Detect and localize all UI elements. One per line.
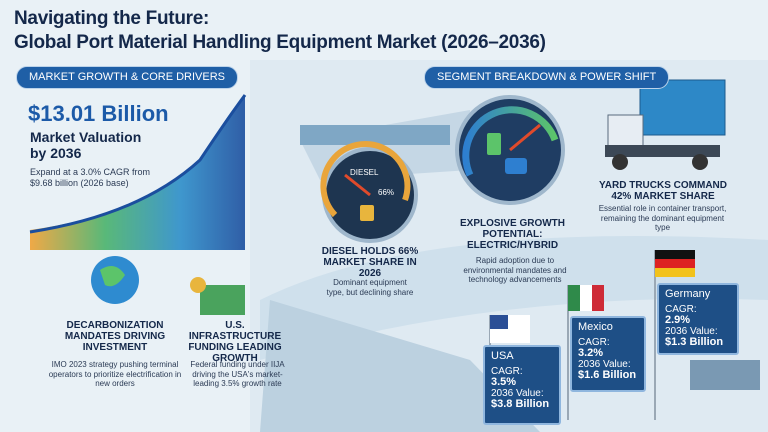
country-board: Mexico CAGR: 3.2% 2036 Value: $1.6 Billi… bbox=[570, 316, 646, 392]
diesel-text: Dominant equipment type, but declining s… bbox=[326, 278, 414, 297]
valuation-label: Market Valuation by 2036 bbox=[30, 129, 142, 161]
country-name: USA bbox=[491, 350, 514, 362]
country-name: Mexico bbox=[578, 321, 613, 333]
title: Navigating the Future: bbox=[14, 8, 210, 29]
cagr-label: CAGR: bbox=[491, 366, 523, 377]
section-header: MARKET GROWTH & CORE DRIVERS bbox=[16, 66, 238, 89]
driver-title: DECARBONIZATION MANDATES DRIVING INVESTM… bbox=[64, 320, 166, 353]
country-name: Germany bbox=[665, 288, 711, 300]
section-header: SEGMENT BREAKDOWN & POWER SHIFT bbox=[424, 66, 670, 89]
valuation-note: Expand at a 3.0% CAGR from $9.68 billion… bbox=[30, 167, 151, 188]
cagr: 3.5% bbox=[491, 376, 517, 388]
cagr-label: CAGR: bbox=[665, 304, 697, 315]
driver-title: U.S. INFRASTRUCTURE FUNDING LEADING GROW… bbox=[188, 320, 282, 364]
cagr-label: CAGR: bbox=[578, 337, 610, 348]
diesel-title: DIESEL HOLDS 66% MARKET SHARE IN 2026 bbox=[321, 246, 419, 279]
value-label: 2036 Value: bbox=[491, 388, 544, 399]
cagr: 3.2% bbox=[578, 347, 604, 359]
yard-trucks-title: YARD TRUCKS COMMAND 42% MARKET SHARE bbox=[599, 180, 727, 202]
gauge-label: DIESEL bbox=[350, 168, 379, 177]
title: Global Port Material Handling Equipment … bbox=[14, 32, 546, 53]
country-board: Germany CAGR: 2.9% 2036 Value: $1.3 Bill… bbox=[657, 283, 739, 355]
value-label: 2036 Value: bbox=[578, 359, 631, 370]
gauge-value: 66% bbox=[378, 188, 395, 197]
value: $1.3 Billion bbox=[665, 336, 724, 348]
electric-title: EXPLOSIVE GROWTH POTENTIAL: ELECTRIC/HYB… bbox=[459, 218, 565, 251]
country-board: USA CAGR: 3.5% 2036 Value: $3.8 Billion bbox=[483, 345, 561, 425]
value: $3.8 Billion bbox=[491, 398, 550, 410]
value-label: 2036 Value: bbox=[665, 326, 718, 337]
driver-text: IMO 2023 strategy pushing terminal opera… bbox=[48, 360, 182, 388]
value: $1.6 Billion bbox=[578, 369, 637, 381]
yard-trucks-text: Essential role in container transport, r… bbox=[598, 204, 727, 232]
driver-text: Federal funding under IIJA driving the U… bbox=[190, 360, 285, 388]
valuation-amount: $13.01 Billion bbox=[28, 101, 169, 126]
cagr: 2.9% bbox=[665, 314, 691, 326]
electric-text: Rapid adoption due to environmental mand… bbox=[463, 256, 567, 284]
